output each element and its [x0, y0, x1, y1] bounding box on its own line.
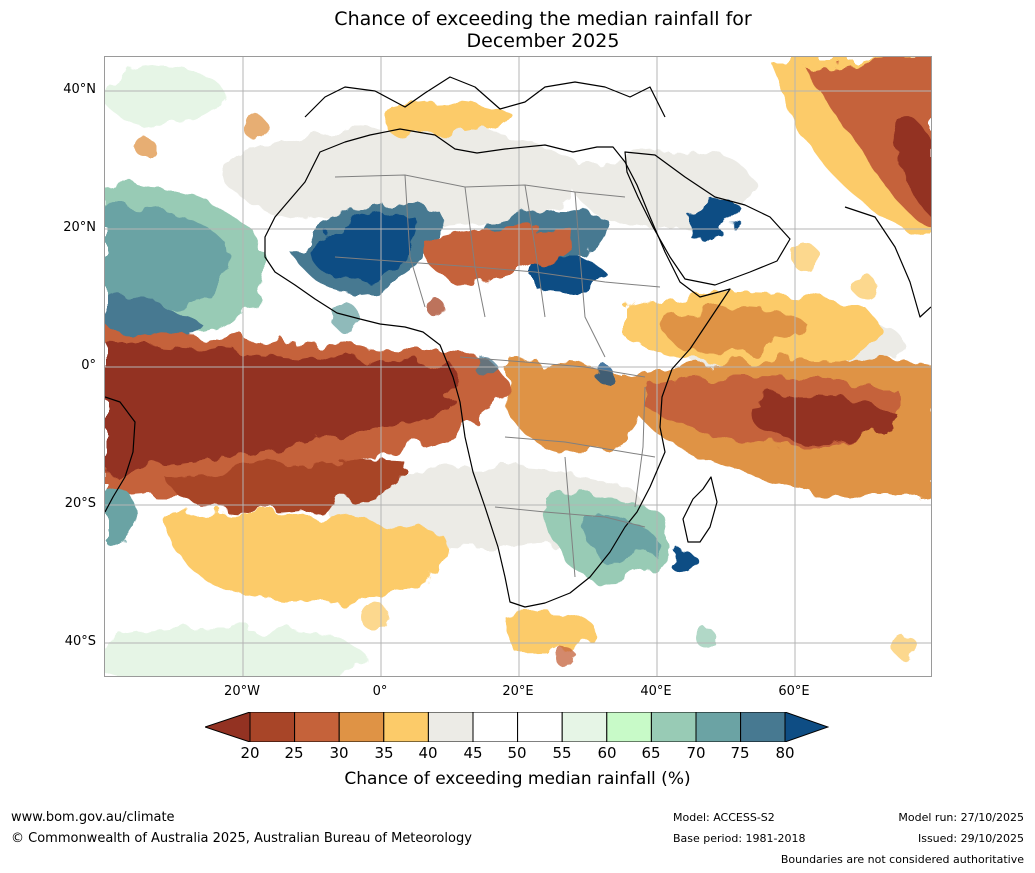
sahel-very-wet-east — [535, 256, 605, 292]
colorbar-swatch — [740, 712, 786, 742]
gridlines — [105, 57, 931, 676]
colorbar-tick: 70 — [686, 744, 706, 762]
colorbar-low-arrow — [205, 712, 251, 742]
issued-date: Issued: 29/10/2025 — [917, 832, 1024, 845]
colorbar-high-arrow — [784, 712, 829, 742]
sahel-very-wet — [310, 213, 418, 281]
colorbar-tick: 25 — [284, 744, 304, 762]
colorbar-tick: 35 — [374, 744, 394, 762]
copyright-notice: © Commonwealth of Australia 2025, Austra… — [11, 831, 472, 846]
website-link[interactable]: www.bom.gov.au/climate — [11, 810, 175, 825]
title-line-1: Chance of exceeding the median rainfall … — [334, 8, 752, 30]
lat-label-0: 0° — [81, 358, 96, 373]
south-america-coastline — [105, 396, 136, 513]
southeast-africa-very-wet — [668, 545, 696, 574]
colorbar-swatch — [338, 712, 385, 742]
colorbar-swatch — [650, 712, 697, 742]
colorbar-tick: 75 — [730, 744, 750, 762]
indian-ocean-very-dry — [745, 396, 895, 444]
colorbar-tick: 50 — [507, 744, 527, 762]
base-period: Base period: 1981-2018 — [673, 832, 806, 845]
colorbar-swatch — [427, 712, 474, 742]
colorbar-tick: 80 — [775, 744, 795, 762]
south-atlantic-light-dry — [165, 513, 447, 603]
atlantic-wet-core — [105, 292, 205, 344]
colorbar-swatch — [561, 712, 608, 742]
colorbar-swatch — [472, 712, 519, 742]
sahel-dry-streak — [425, 226, 577, 283]
lon-label-0: 0° — [372, 684, 388, 699]
north-africa-dry — [381, 98, 515, 139]
colorbar-label: Chance of exceeding median rainfall (%) — [344, 769, 691, 789]
colorbar-swatch — [606, 712, 652, 742]
atlantic-wet-core — [105, 206, 228, 310]
lat-label-20n: 20°N — [63, 220, 96, 235]
lat-label-40s: 40°S — [64, 634, 96, 649]
africa-coastline — [264, 128, 731, 608]
brazil-coast-wet — [105, 486, 136, 545]
lon-label-20w: 20°W — [224, 684, 260, 699]
colorbar-tick: 40 — [418, 744, 438, 762]
anomaly-speckle — [135, 115, 917, 667]
colorbar — [205, 712, 829, 742]
boundaries-disclaimer: Boundaries are not considered authoritat… — [780, 853, 1024, 866]
anomaly-field — [105, 57, 931, 676]
map-title: Chance of exceeding the median rainfall … — [200, 8, 886, 52]
borders — [334, 174, 661, 578]
colorbar-tick: 55 — [552, 744, 572, 762]
colorbar-swatch — [695, 712, 742, 742]
lon-label-20e: 20°E — [502, 684, 534, 699]
lat-label-40n: 40°N — [63, 82, 96, 97]
rainfall-map — [104, 56, 932, 677]
model-name: Model: ACCESS-S2 — [673, 811, 775, 824]
coastlines — [105, 76, 931, 608]
colorbar-tick: 65 — [641, 744, 661, 762]
colorbar-swatch — [517, 712, 563, 742]
colorbar-tick: 45 — [463, 744, 483, 762]
map-canvas — [105, 57, 931, 676]
colorbar-swatch — [294, 712, 340, 742]
model-run-date: Model run: 27/10/2025 — [898, 811, 1024, 824]
iran-very-dry — [895, 117, 931, 216]
title-line-2: December 2025 — [466, 30, 620, 52]
lon-label-40e: 40°E — [640, 684, 672, 699]
equatorial-atlantic-very-dry — [105, 342, 462, 472]
lon-label-60e: 60°E — [778, 684, 810, 699]
colorbar-tick: 30 — [329, 744, 349, 762]
central-africa-dry — [504, 363, 645, 453]
lat-label-20s: 20°S — [64, 496, 96, 511]
iran-dry — [805, 57, 931, 227]
pale-green-patch — [105, 627, 365, 676]
colorbar-tick: 20 — [240, 744, 260, 762]
madagascar-coastline — [682, 476, 718, 543]
southern-africa-wet-core — [584, 515, 655, 564]
colorbar-tick: 60 — [597, 744, 617, 762]
arabia-coastline — [624, 151, 791, 286]
colorbar-swatch — [383, 712, 429, 742]
india-coastline — [844, 206, 931, 318]
pale-green-patch — [105, 67, 225, 127]
colorbar-swatch — [249, 712, 296, 742]
horn-dry — [663, 307, 805, 354]
south-atlantic-dry — [165, 460, 407, 513]
europe-coastline — [304, 76, 666, 118]
